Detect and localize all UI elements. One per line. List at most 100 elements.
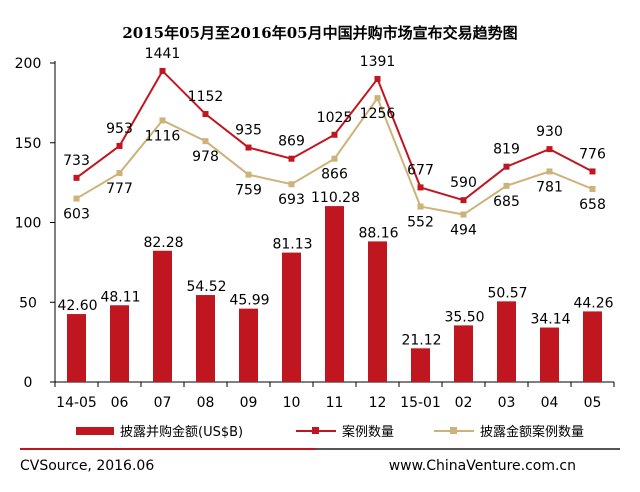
cases-value-label: 953 bbox=[106, 121, 133, 137]
bar bbox=[110, 305, 129, 382]
y-tick-label: 150 bbox=[15, 136, 42, 152]
x-tick-label: 02 bbox=[455, 395, 473, 411]
source-text: CVSource, 2016.06 bbox=[20, 458, 155, 474]
disclosed-point bbox=[245, 171, 252, 178]
bar bbox=[411, 348, 430, 382]
x-tick-label: 06 bbox=[111, 395, 129, 411]
y-tick-label: 0 bbox=[24, 375, 33, 391]
disclosed-point bbox=[589, 186, 596, 193]
disclosed-value-label: 693 bbox=[278, 192, 305, 208]
footer-rule-dark bbox=[316, 448, 620, 450]
bar-value-label: 35.50 bbox=[444, 309, 484, 325]
bar bbox=[239, 308, 258, 382]
bar-value-label: 54.52 bbox=[186, 279, 226, 295]
cases-value-label: 776 bbox=[579, 146, 606, 162]
bar-value-label: 34.14 bbox=[530, 312, 570, 328]
legend-bar-swatch bbox=[76, 426, 114, 435]
bar-value-label: 48.11 bbox=[100, 289, 140, 305]
cases-point bbox=[73, 174, 80, 181]
cases-point bbox=[460, 197, 467, 204]
cases-value-label: 1025 bbox=[317, 110, 353, 126]
x-tick-label: 10 bbox=[283, 395, 301, 411]
bar-value-label: 81.13 bbox=[272, 237, 312, 253]
bar-value-label: 50.57 bbox=[487, 285, 527, 301]
bar bbox=[325, 206, 344, 382]
disclosed-value-label: 603 bbox=[63, 207, 90, 223]
disclosed-point bbox=[503, 182, 510, 189]
x-tick-label: 03 bbox=[498, 395, 516, 411]
cases-value-label: 733 bbox=[63, 153, 90, 169]
legend-cases-label: 案例数量 bbox=[342, 425, 395, 440]
bar bbox=[196, 295, 215, 382]
x-tick-label: 12 bbox=[369, 395, 387, 411]
cases-value-label: 677 bbox=[407, 162, 434, 178]
legend-disclosed-swatch bbox=[434, 426, 474, 436]
x-tick-label: 15-01 bbox=[400, 395, 441, 411]
x-tick-label: 14-05 bbox=[56, 395, 97, 411]
cases-point bbox=[288, 155, 295, 162]
cases-point bbox=[159, 67, 166, 74]
disclosed-point bbox=[202, 138, 209, 145]
cases-point bbox=[374, 75, 381, 82]
bar bbox=[282, 252, 301, 382]
legend-disclosed: 披露金额案例数量 bbox=[434, 421, 584, 440]
cases-point bbox=[331, 131, 338, 138]
bar-value-label: 42.60 bbox=[57, 298, 97, 314]
disclosed-value-label: 777 bbox=[106, 181, 133, 197]
cases-point bbox=[546, 146, 553, 153]
bar bbox=[583, 311, 602, 382]
disclosed-value-label: 759 bbox=[235, 183, 262, 199]
x-tick-label: 11 bbox=[326, 395, 344, 411]
bar-value-label: 110.28 bbox=[311, 190, 360, 206]
disclosed-value-label: 552 bbox=[407, 215, 434, 231]
disclosed-point bbox=[159, 117, 166, 124]
y-tick-label: 200 bbox=[15, 56, 42, 72]
legend-bar: 披露并购金额(US$B) bbox=[76, 421, 243, 440]
bar bbox=[454, 325, 473, 382]
bar bbox=[497, 301, 516, 382]
disclosed-value-label: 781 bbox=[536, 179, 563, 195]
cases-value-label: 869 bbox=[278, 134, 305, 150]
cases-point bbox=[116, 142, 123, 149]
chart-title: 2015年05月至2016年05月中国并购市场宣布交易趋势图 bbox=[122, 24, 518, 42]
cases-point bbox=[589, 168, 596, 175]
cases-value-label: 590 bbox=[450, 175, 477, 191]
disclosed-point bbox=[116, 170, 123, 177]
disclosed-value-label: 1116 bbox=[145, 128, 181, 144]
bar-value-label: 45.99 bbox=[229, 293, 269, 309]
x-tick-label: 08 bbox=[197, 395, 215, 411]
x-tick-label: 05 bbox=[584, 395, 602, 411]
legend-disclosed-label: 披露金额案例数量 bbox=[480, 425, 585, 440]
cases-value-label: 1441 bbox=[145, 46, 181, 62]
disclosed-value-label: 978 bbox=[192, 149, 219, 165]
disclosed-point bbox=[73, 195, 80, 202]
disclosed-value-label: 494 bbox=[450, 223, 477, 239]
disclosed-point bbox=[288, 181, 295, 188]
disclosed-point bbox=[374, 95, 381, 102]
legend-bar-label: 披露并购金额(US$B) bbox=[120, 425, 244, 440]
website-text: www.ChinaVenture.com.cn bbox=[388, 458, 576, 474]
cases-point bbox=[417, 184, 424, 191]
disclosed-value-label: 1256 bbox=[360, 106, 396, 122]
cases-point bbox=[245, 144, 252, 151]
disclosed-value-label: 685 bbox=[493, 194, 520, 210]
legend-cases-swatch bbox=[296, 426, 336, 436]
legend-cases: 案例数量 bbox=[296, 421, 394, 440]
bar bbox=[540, 327, 559, 382]
disclosed-point bbox=[460, 211, 467, 218]
bar bbox=[368, 241, 387, 382]
cases-value-label: 819 bbox=[493, 142, 520, 158]
bar bbox=[67, 314, 86, 382]
y-tick-label: 50 bbox=[19, 295, 37, 311]
cases-value-label: 930 bbox=[536, 124, 563, 140]
disclosed-value-label: 658 bbox=[579, 197, 606, 213]
cases-value-label: 1391 bbox=[360, 54, 396, 70]
bar bbox=[153, 250, 172, 382]
bar-value-label: 21.12 bbox=[401, 332, 441, 348]
disclosed-point bbox=[331, 155, 338, 162]
disclosed-point bbox=[546, 168, 553, 175]
cases-point bbox=[503, 163, 510, 170]
x-tick-label: 09 bbox=[240, 395, 258, 411]
cases-point bbox=[202, 111, 209, 118]
